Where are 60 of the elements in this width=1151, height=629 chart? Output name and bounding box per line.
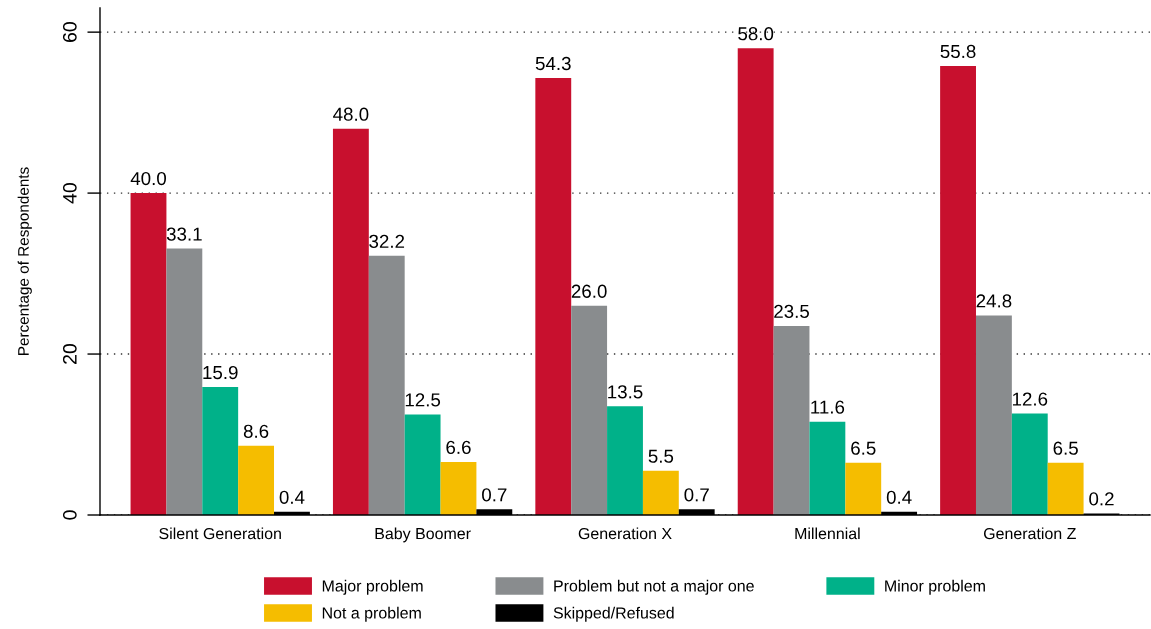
bar — [404, 414, 441, 515]
bar — [809, 421, 846, 515]
bar — [535, 78, 572, 515]
data-label: 0.4 — [886, 490, 912, 504]
data-label: 6.5 — [851, 441, 876, 455]
legend-label: Not a problem — [322, 606, 421, 622]
bar — [332, 128, 369, 515]
legend-label: Skipped/Refused — [553, 606, 674, 622]
legend-label: Minor problem — [885, 579, 985, 595]
bar — [202, 387, 239, 515]
y-tick-label: 40 — [62, 183, 77, 204]
x-tick-label: Silent Generation — [159, 527, 281, 540]
data-label: 15.9 — [203, 365, 238, 380]
bar — [238, 445, 275, 515]
legend-label: Major problem — [322, 579, 423, 595]
bar — [1011, 413, 1048, 515]
x-tick-label: Generation X — [578, 527, 672, 540]
y-axis-title: Percentage of Respondents — [17, 167, 32, 355]
x-tick-label: Baby Boomer — [375, 527, 471, 543]
bar — [737, 48, 774, 515]
data-label: 0.7 — [684, 488, 709, 502]
data-label: 12.6 — [1012, 392, 1048, 406]
bar — [1047, 462, 1084, 515]
data-label: 54.3 — [535, 56, 571, 71]
bar — [130, 193, 167, 515]
data-label: 6.6 — [446, 440, 471, 455]
y-tick-label: 60 — [62, 22, 77, 42]
y-tick-label: 20 — [62, 343, 77, 364]
data-label: 5.5 — [648, 449, 674, 463]
data-label: 8.6 — [243, 424, 269, 438]
data-label: 58.0 — [738, 27, 774, 41]
data-label: 6.5 — [1053, 441, 1078, 455]
data-label: 26.0 — [571, 284, 607, 298]
data-label: 23.5 — [774, 304, 809, 319]
data-label: 48.0 — [333, 107, 369, 121]
y-tick-label: 0 — [62, 510, 77, 520]
bar — [642, 470, 679, 515]
bar — [368, 255, 405, 515]
data-label: 11.6 — [811, 400, 845, 414]
data-label: 0.4 — [279, 490, 305, 504]
data-label: 12.5 — [405, 393, 441, 407]
data-label: 55.8 — [940, 44, 976, 59]
data-label: 40.0 — [130, 171, 167, 186]
legend-label: Problem but not a major one — [554, 579, 754, 595]
x-tick-label: Generation Z — [983, 527, 1076, 540]
bar — [940, 65, 976, 515]
bar — [773, 325, 810, 515]
x-tick-label: Millennial — [795, 527, 860, 540]
bar — [166, 248, 203, 515]
bar — [607, 406, 643, 515]
data-label: 32.2 — [369, 234, 405, 248]
bar — [440, 461, 477, 515]
data-label: 33.1 — [166, 227, 202, 241]
bar — [571, 305, 608, 515]
bar — [845, 462, 882, 515]
bar — [975, 315, 1012, 515]
data-label: 13.5 — [608, 385, 643, 399]
data-label: 24.8 — [976, 294, 1012, 308]
data-label: 0.7 — [482, 488, 507, 502]
data-label: 0.2 — [1089, 492, 1114, 506]
